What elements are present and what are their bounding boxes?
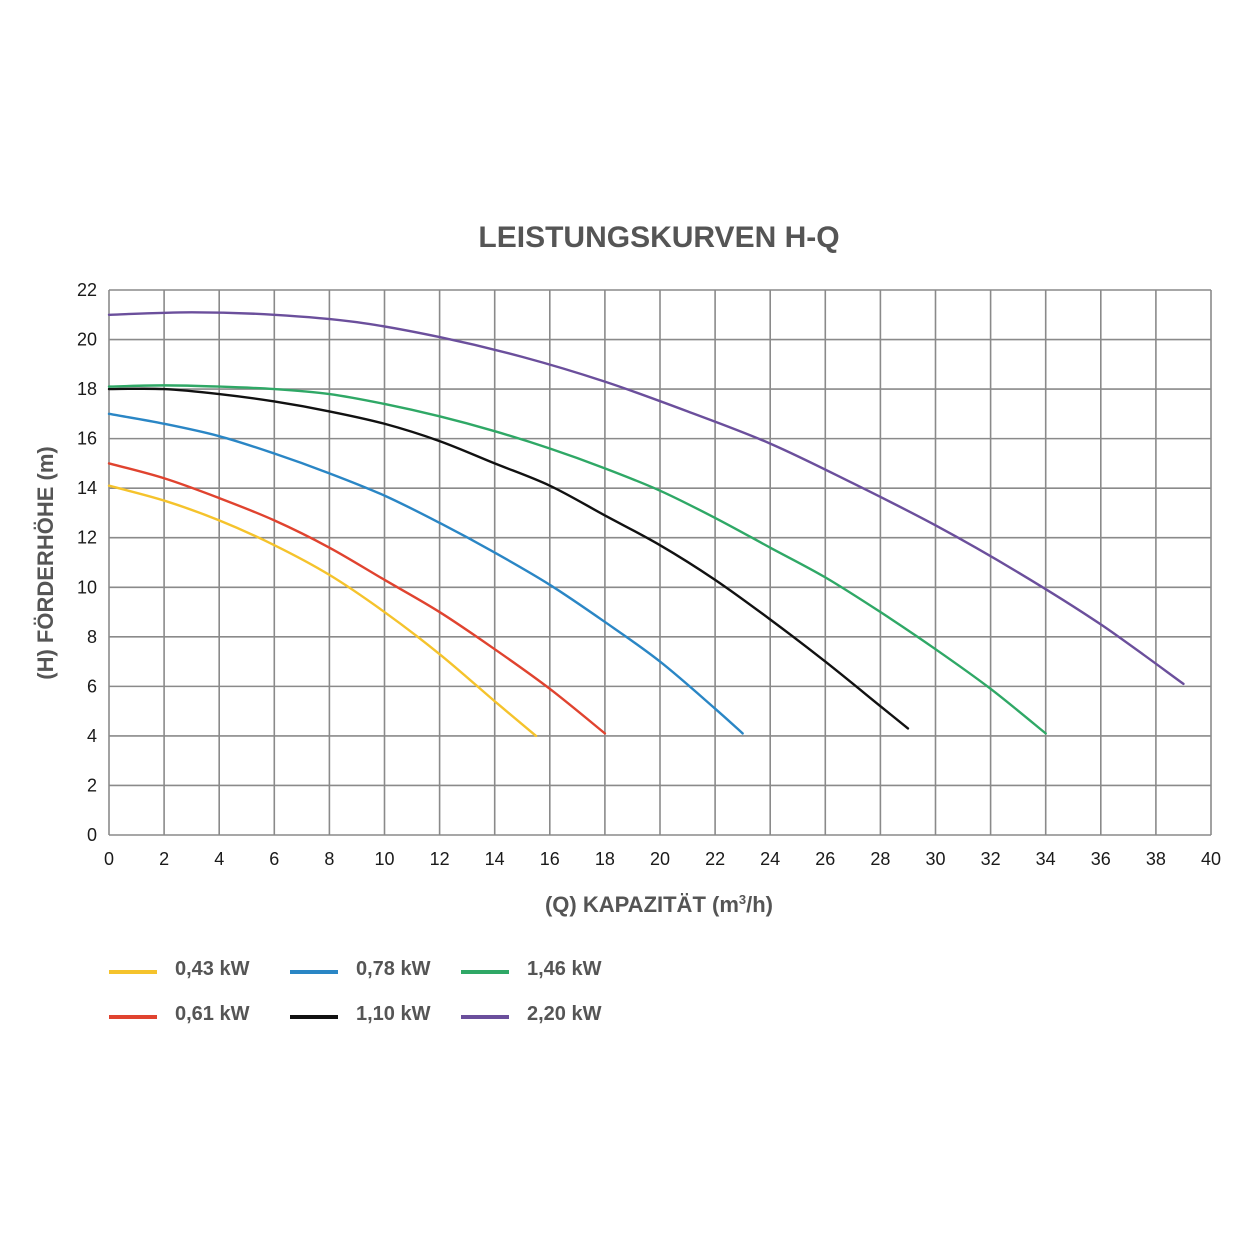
- legend-label-4: 1,46 kW: [527, 958, 602, 980]
- y-tick-label: 4: [87, 726, 97, 746]
- legend: 0,43 kW 0,61 kW 0,78 kW 1,10 kW 1,46 kW 2,20 …: [109, 958, 602, 1025]
- x-tick-label: 6: [269, 849, 279, 869]
- x-tick-label: 10: [374, 849, 394, 869]
- x-tick-label: 30: [925, 849, 945, 869]
- x-tick-label: 16: [540, 849, 560, 869]
- x-tick-label: 18: [595, 849, 615, 869]
- x-tick-label: 20: [650, 849, 670, 869]
- x-tick-label: 40: [1201, 849, 1221, 869]
- legend-label-2: 0,78 kW: [356, 958, 431, 980]
- y-tick-label: 10: [77, 577, 97, 597]
- x-tick-label: 36: [1091, 849, 1111, 869]
- y-tick-label: 20: [77, 330, 97, 350]
- y-tick-label: 2: [87, 775, 97, 795]
- series-lines: [109, 312, 1183, 736]
- x-tick-label: 2: [159, 849, 169, 869]
- series-line-0: [109, 486, 536, 736]
- y-tick-label: 0: [87, 825, 97, 845]
- x-tick-label: 22: [705, 849, 725, 869]
- series-line-1: [109, 463, 605, 733]
- x-axis-ticks: 0 2 4 6 8 10 12 14 16 18 20 22 24 26 28 30 32 34 36 38 40: [104, 849, 1221, 869]
- x-tick-label: 34: [1036, 849, 1056, 869]
- y-tick-label: 16: [77, 429, 97, 449]
- x-tick-label: 24: [760, 849, 780, 869]
- x-tick-label: 0: [104, 849, 114, 869]
- x-tick-label: 32: [981, 849, 1001, 869]
- series-line-2: [109, 414, 743, 734]
- legend-label-1: 0,61 kW: [175, 1003, 250, 1025]
- legend-label-3: 1,10 kW: [356, 1003, 431, 1025]
- y-axis-label: (H) FÖRDERHÖHE (m): [33, 446, 58, 679]
- y-tick-label: 14: [77, 478, 97, 498]
- legend-label-5: 2,20 kW: [527, 1003, 602, 1025]
- x-tick-label: 38: [1146, 849, 1166, 869]
- y-tick-label: 18: [77, 379, 97, 399]
- series-line-4: [109, 385, 1046, 733]
- y-axis-ticks: 0 2 4 6 8 10 12 14 16 18 20 22: [77, 280, 97, 845]
- legend-label-0: 0,43 kW: [175, 958, 250, 980]
- y-tick-label: 8: [87, 627, 97, 647]
- x-tick-label: 14: [485, 849, 505, 869]
- chart-title: LEISTUNGSKURVEN H-Q: [478, 221, 839, 254]
- y-tick-label: 6: [87, 676, 97, 696]
- grid: [109, 290, 1211, 835]
- x-tick-label: 26: [815, 849, 835, 869]
- x-tick-label: 12: [430, 849, 450, 869]
- y-tick-label: 22: [77, 280, 97, 300]
- series-line-5: [109, 312, 1183, 684]
- y-tick-label: 12: [77, 528, 97, 548]
- x-tick-label: 8: [324, 849, 334, 869]
- x-axis-label: (Q) KAPAZITÄT (m3/h): [545, 892, 773, 917]
- x-tick-label: 4: [214, 849, 224, 869]
- x-tick-label: 28: [870, 849, 890, 869]
